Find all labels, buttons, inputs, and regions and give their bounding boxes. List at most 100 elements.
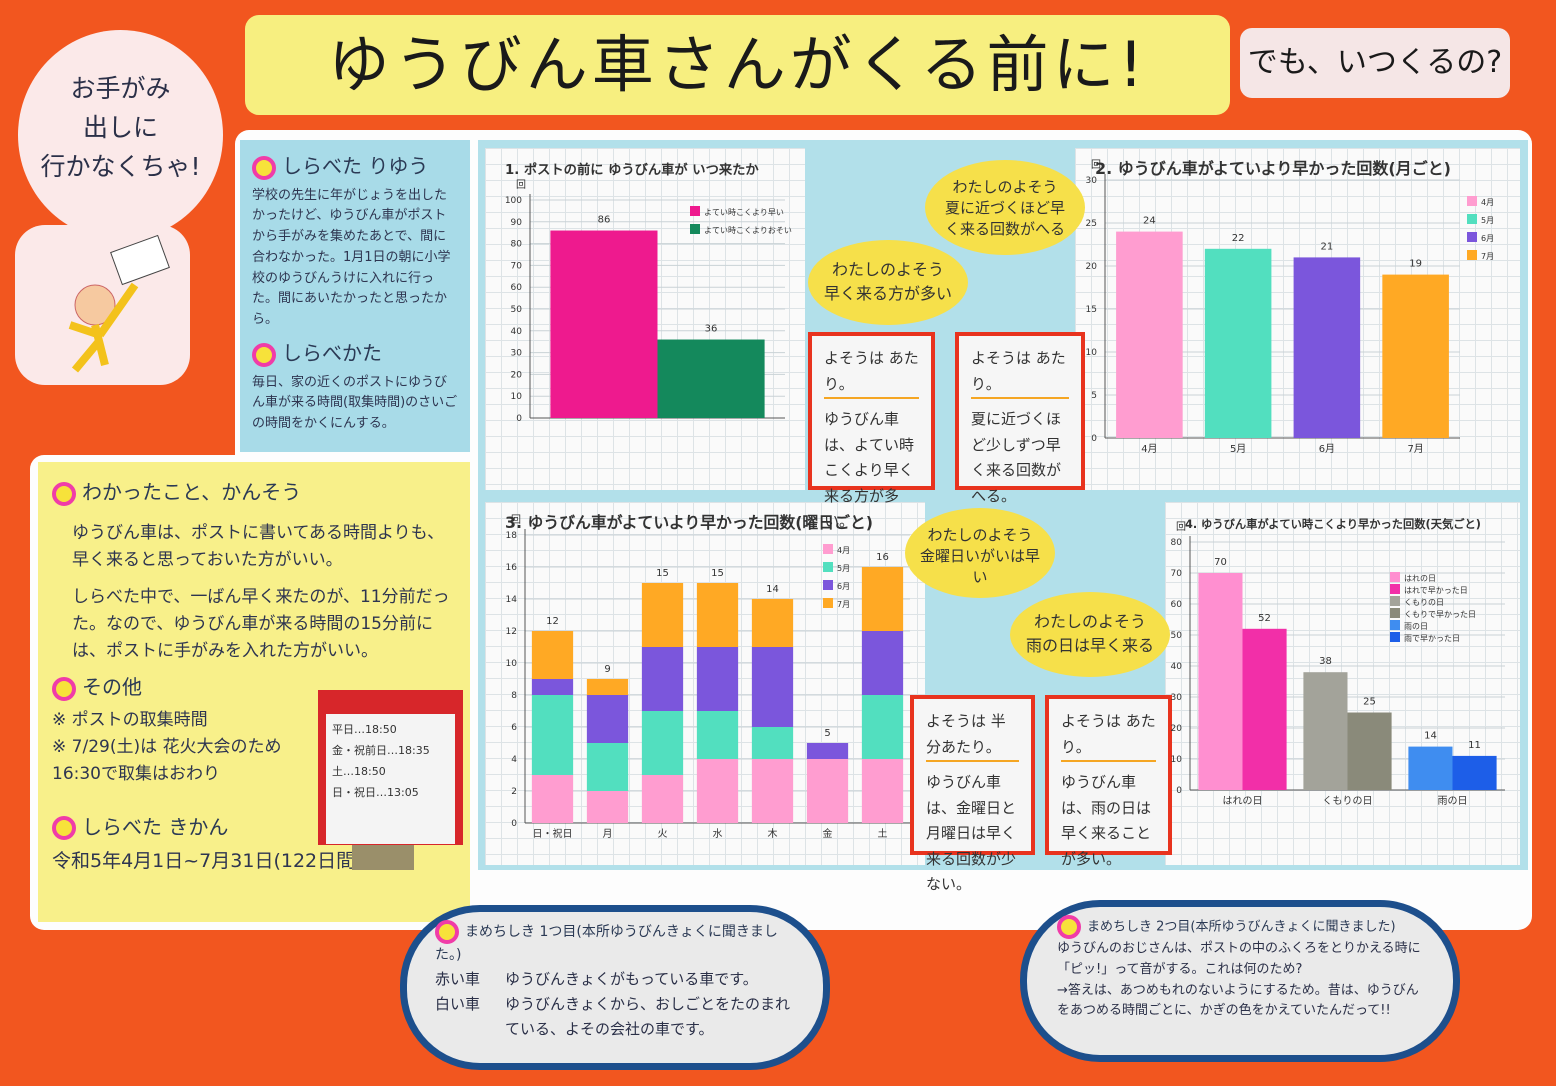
bar-segment: [586, 679, 629, 695]
bar-segment: [696, 759, 739, 823]
bar-segment: [861, 567, 904, 631]
label: わたしのよそう: [831, 260, 944, 279]
y-tick-label: 60: [1171, 600, 1183, 610]
bar: [1293, 257, 1361, 438]
schedule-card: 平日…18:50 金・祝前日…18:35 土…18:50 日・祝日…13:05: [326, 714, 455, 844]
value-label: 25: [1363, 697, 1376, 708]
x-tick-label: 6月: [1319, 443, 1335, 455]
legend-label: 6月: [1481, 234, 1494, 243]
cloud-line: お手がみ: [70, 74, 171, 103]
text: ゆうびん車は、雨の日は早く来ることが多い。: [1061, 773, 1152, 868]
bar-segment: [861, 631, 904, 695]
runner: [68, 234, 170, 373]
legend-label: よてい時こくよりおそい: [704, 226, 792, 235]
bar: [1242, 628, 1287, 790]
legend-swatch: [823, 580, 833, 590]
x-tick-label: くもりの日: [1323, 795, 1373, 807]
cloud-line: 出しに: [82, 112, 158, 142]
text: 金曜日いがいは早い: [919, 547, 1040, 586]
heading: しらべた りゆう: [252, 150, 458, 180]
y-tick-label: 40: [511, 327, 523, 337]
illustration: [15, 225, 190, 385]
label: わたしのよそう: [927, 526, 1033, 544]
verdict: よそうは あたり。: [971, 346, 1069, 399]
legend-label: よてい時こくより早い: [704, 208, 784, 217]
total-label: 16: [876, 552, 889, 563]
value-label: 36: [705, 324, 718, 335]
bar-segment: [641, 775, 684, 823]
value-label: 19: [1409, 259, 1422, 270]
legend-swatch: [690, 224, 700, 234]
bar: [1116, 231, 1183, 438]
y-tick-label: 70: [1171, 569, 1183, 579]
legend-label: はれで早かった日: [1404, 586, 1468, 595]
value-label: 21: [1321, 241, 1334, 252]
y-tick-label: 30: [1171, 693, 1183, 703]
y-tick-label: 2: [511, 787, 517, 797]
legend-swatch: [1467, 214, 1477, 224]
chart-title: 2. ゆうびん車がよていより早かった回数(月ごと): [1095, 159, 1451, 178]
bar-segment: [586, 791, 629, 823]
y-tick-label: 4: [511, 755, 517, 765]
legend-label: 5月: [1481, 216, 1494, 225]
term: 赤い車: [435, 970, 481, 989]
y-tick-label: 5: [1091, 391, 1097, 401]
bar-segment: [641, 583, 684, 647]
bar-segment: [806, 743, 849, 759]
x-tick-label: 火: [658, 828, 668, 840]
x-tick-label: 日・祝日: [533, 827, 573, 840]
total-label: 15: [656, 568, 669, 579]
value-label: 38: [1319, 656, 1332, 667]
text: ゆうびんきょくがもっている車です。: [505, 970, 758, 989]
chart: 2. ゆうびん車がよていより早かった回数(月ごと)回 0 5 10 15 20 25 30 4月…: [1086, 159, 1495, 455]
y-tick-label: 14: [506, 595, 518, 605]
postbox-stand: [352, 845, 414, 870]
legend-label: 5月: [837, 564, 850, 573]
result: よそうは あたり。夏に近づくほど少しずつ早く来る回数がへる。: [955, 332, 1085, 505]
y-tick-label: 20: [511, 370, 523, 380]
bar-segment: [696, 647, 739, 711]
legend-swatch: [1390, 620, 1400, 630]
y-tick-label: 8: [511, 691, 517, 701]
value-label: 11: [1468, 740, 1481, 751]
chart: 3. ゆうびん車がよていより早かった回数(曜日ごと)回 0 2 4 6 8 10 12 14 16…: [505, 513, 910, 840]
y-axis-label: 回: [516, 179, 526, 191]
total-label: 12: [546, 616, 559, 627]
bar-segment: [751, 599, 794, 647]
x-tick-label: 5月: [1230, 443, 1246, 455]
legend-swatch: [1467, 250, 1477, 260]
term: 白い車: [435, 994, 481, 1013]
x-tick-label: 水: [713, 828, 723, 840]
result: よそうは 半分あたり。 ゆうびん車は、金曜日と月曜日は早く来る回数が少ない。: [910, 695, 1035, 893]
legend-swatch: [1467, 196, 1477, 206]
bar-segment: [531, 679, 574, 695]
legend-swatch: [1390, 572, 1400, 582]
chart-title: 1. ポストの前に ゆうびん車が いつ来たか: [505, 161, 759, 178]
reason-panel: しらべた りゆう 学校の先生に年がじょうを出したかったけど、ゆうびん車がポストか…: [240, 140, 470, 452]
y-tick-label: 18: [506, 531, 518, 541]
total-label: 14: [766, 584, 779, 595]
legend-label: 4月: [837, 546, 850, 555]
text: 令和5年4月1日~7月31日(122日間): [52, 850, 363, 872]
bar-segment: [586, 743, 629, 791]
title: ゆうびん車さんがくる前に!: [245, 15, 1230, 115]
text: ゆうびんきょくから、おしごとをたのまれている、よその会社の車です。: [505, 994, 791, 1038]
prediction: わたしのよそう 早く来る方が多い: [808, 240, 968, 325]
x-tick-label: 木: [768, 828, 778, 840]
bar-segment: [861, 695, 904, 759]
legend-swatch: [1390, 584, 1400, 594]
value-label: 52: [1258, 613, 1271, 624]
y-tick-label: 20: [1086, 262, 1098, 272]
y-tick-label: 70: [511, 261, 523, 271]
subtitle: でも、いつくるの?: [1240, 28, 1510, 98]
cloud-line: 行かなくちゃ!: [40, 151, 201, 181]
bar: [657, 339, 765, 418]
value-label: 24: [1143, 216, 1156, 227]
legend-swatch: [823, 598, 833, 608]
text: ゆうびんのおじさんは、ポストの中のふくろをとりかえる時に「ピッ!」って音がする。…: [1057, 941, 1421, 977]
y-tick-label: 25: [1086, 219, 1097, 229]
text: 夏に近づくほど少しずつ早く来る回数がへる。: [971, 410, 1062, 505]
y-tick-label: 50: [1171, 631, 1183, 641]
bar: [1198, 573, 1243, 790]
